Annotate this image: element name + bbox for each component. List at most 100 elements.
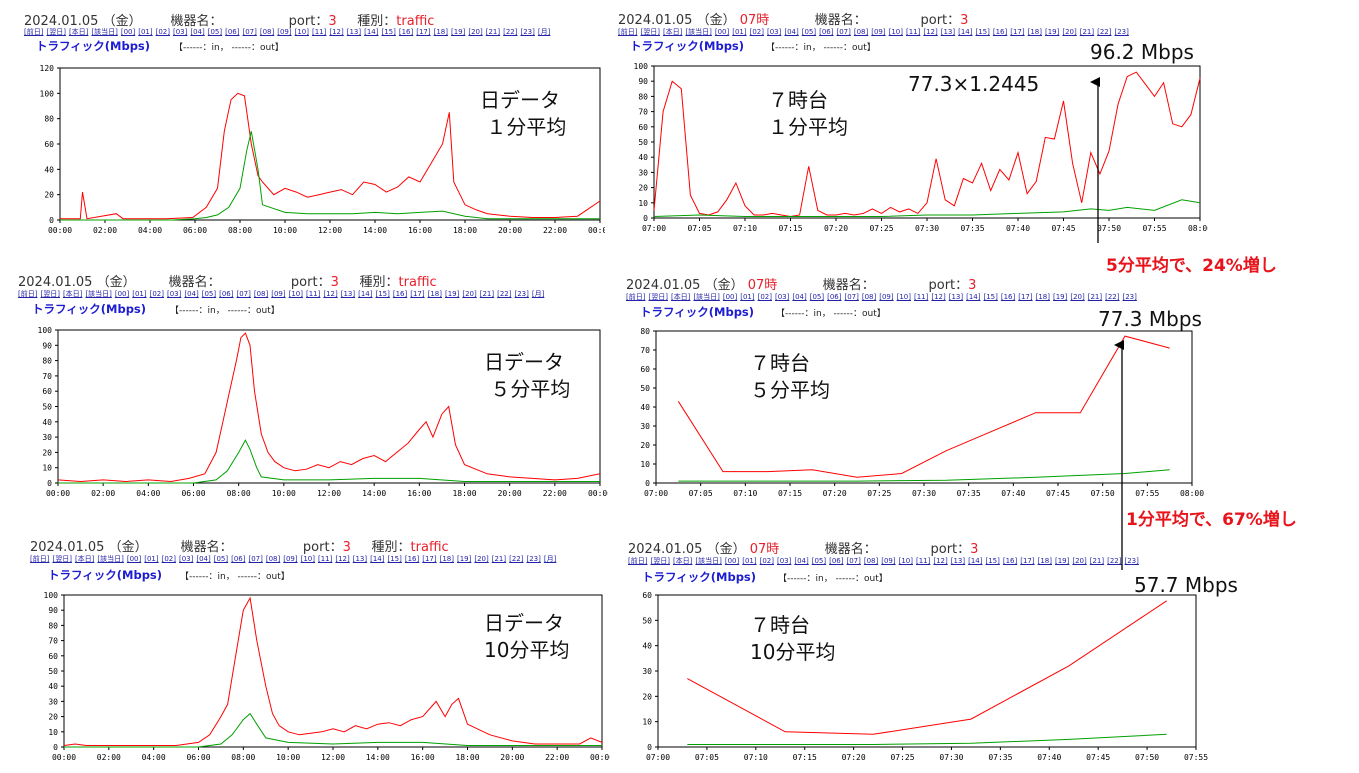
nav-link[interactable]: [05]: [201, 290, 217, 298]
nav-link[interactable]: [17]: [1010, 28, 1025, 36]
nav-link[interactable]: [16]: [992, 28, 1008, 36]
nav-link[interactable]: [16]: [1000, 293, 1016, 301]
nav-link[interactable]: [01]: [732, 28, 747, 36]
nav-link[interactable]: [前日]: [618, 28, 638, 36]
nav-link[interactable]: [11]: [916, 557, 931, 565]
nav-link[interactable]: [03]: [777, 557, 792, 565]
nav-link[interactable]: [前日]: [18, 290, 38, 298]
nav-link[interactable]: [11]: [906, 28, 921, 36]
nav-link[interactable]: [23]: [514, 290, 529, 298]
nav-link[interactable]: [09]: [879, 293, 894, 301]
nav-link[interactable]: [16]: [1002, 557, 1018, 565]
nav-link[interactable]: [06]: [231, 555, 246, 563]
nav-link[interactable]: [11]: [312, 28, 327, 36]
nav-link[interactable]: [22]: [503, 28, 518, 36]
nav-link[interactable]: [07]: [844, 293, 859, 301]
nav-link[interactable]: [06]: [819, 28, 834, 36]
nav-link[interactable]: [21]: [1079, 28, 1095, 36]
nav-link[interactable]: [17]: [410, 290, 425, 298]
nav-link[interactable]: [10]: [300, 555, 315, 563]
nav-link[interactable]: [該当日]: [693, 293, 720, 301]
nav-link[interactable]: [14]: [958, 28, 973, 36]
nav-link[interactable]: [翌日]: [650, 557, 670, 565]
nav-link[interactable]: [本日]: [670, 293, 691, 301]
nav-link[interactable]: [05]: [213, 555, 229, 563]
nav-link[interactable]: [23]: [520, 28, 535, 36]
nav-link[interactable]: [07]: [248, 555, 263, 563]
nav-link[interactable]: [02]: [749, 28, 764, 36]
nav-link[interactable]: [21]: [485, 28, 501, 36]
nav-link[interactable]: [02]: [759, 557, 774, 565]
nav-link[interactable]: [21]: [1089, 557, 1105, 565]
nav-link[interactable]: [月]: [531, 290, 545, 298]
nav-link[interactable]: [02]: [149, 290, 164, 298]
nav-link[interactable]: [01]: [144, 555, 159, 563]
nav-link[interactable]: [13]: [346, 28, 362, 36]
nav-link[interactable]: [月]: [543, 555, 557, 563]
nav-link[interactable]: [00]: [120, 28, 136, 36]
nav-link[interactable]: [04]: [794, 557, 809, 565]
nav-link[interactable]: [01]: [138, 28, 153, 36]
nav-link[interactable]: [15]: [985, 557, 1000, 565]
nav-link[interactable]: [05]: [801, 28, 817, 36]
nav-link[interactable]: [18]: [433, 28, 448, 36]
nav-link[interactable]: [12]: [933, 557, 948, 565]
nav-link[interactable]: [09]: [283, 555, 298, 563]
nav-link[interactable]: [08]: [853, 28, 869, 36]
nav-link[interactable]: [14]: [364, 28, 379, 36]
nav-link[interactable]: [19]: [1053, 293, 1068, 301]
nav-link[interactable]: [翌日]: [46, 28, 66, 36]
nav-link[interactable]: [18]: [1027, 28, 1042, 36]
nav-link[interactable]: [15]: [975, 28, 990, 36]
nav-link[interactable]: [04]: [190, 28, 205, 36]
nav-link[interactable]: [13]: [340, 290, 356, 298]
nav-link[interactable]: [16]: [398, 28, 414, 36]
nav-link[interactable]: [01]: [742, 557, 757, 565]
nav-link[interactable]: [該当日]: [97, 555, 124, 563]
nav-link[interactable]: [03]: [775, 293, 790, 301]
nav-link[interactable]: [01]: [740, 293, 755, 301]
nav-link[interactable]: [08]: [265, 555, 281, 563]
nav-link[interactable]: [05]: [809, 293, 825, 301]
nav-link[interactable]: [08]: [863, 557, 879, 565]
nav-link[interactable]: [16]: [404, 555, 420, 563]
nav-link[interactable]: [03]: [767, 28, 782, 36]
nav-link[interactable]: [19]: [457, 555, 472, 563]
nav-link[interactable]: [15]: [983, 293, 998, 301]
nav-link[interactable]: [15]: [381, 28, 396, 36]
nav-link[interactable]: [10]: [294, 28, 309, 36]
nav-link[interactable]: [12]: [931, 293, 946, 301]
nav-link[interactable]: [22]: [1105, 293, 1120, 301]
nav-link[interactable]: [02]: [757, 293, 772, 301]
nav-link[interactable]: [該当日]: [85, 290, 112, 298]
nav-link[interactable]: [20]: [1072, 557, 1087, 565]
nav-link[interactable]: [14]: [968, 557, 983, 565]
nav-link[interactable]: [前日]: [24, 28, 44, 36]
nav-link[interactable]: [00]: [724, 557, 740, 565]
nav-link[interactable]: [00]: [114, 290, 130, 298]
nav-link[interactable]: [13]: [950, 557, 966, 565]
nav-link[interactable]: [00]: [126, 555, 142, 563]
nav-link[interactable]: [14]: [370, 555, 385, 563]
nav-link[interactable]: [16]: [392, 290, 408, 298]
nav-link[interactable]: [19]: [451, 28, 466, 36]
nav-link[interactable]: [前日]: [30, 555, 50, 563]
nav-link[interactable]: [11]: [318, 555, 333, 563]
nav-link[interactable]: [13]: [940, 28, 956, 36]
nav-link[interactable]: [該当日]: [91, 28, 118, 36]
nav-link[interactable]: [翌日]: [40, 290, 60, 298]
nav-link[interactable]: [19]: [445, 290, 460, 298]
nav-link[interactable]: [09]: [871, 28, 886, 36]
nav-link[interactable]: [00]: [722, 293, 738, 301]
nav-link[interactable]: [09]: [881, 557, 896, 565]
nav-link[interactable]: [本日]: [672, 557, 693, 565]
nav-link[interactable]: [20]: [468, 28, 483, 36]
nav-link[interactable]: [本日]: [662, 28, 683, 36]
nav-link[interactable]: [13]: [948, 293, 964, 301]
nav-link[interactable]: [22]: [497, 290, 512, 298]
nav-link[interactable]: [12]: [335, 555, 350, 563]
nav-link[interactable]: [12]: [323, 290, 338, 298]
nav-link[interactable]: [23]: [1122, 293, 1137, 301]
nav-link[interactable]: [本日]: [62, 290, 83, 298]
nav-link[interactable]: [18]: [439, 555, 454, 563]
